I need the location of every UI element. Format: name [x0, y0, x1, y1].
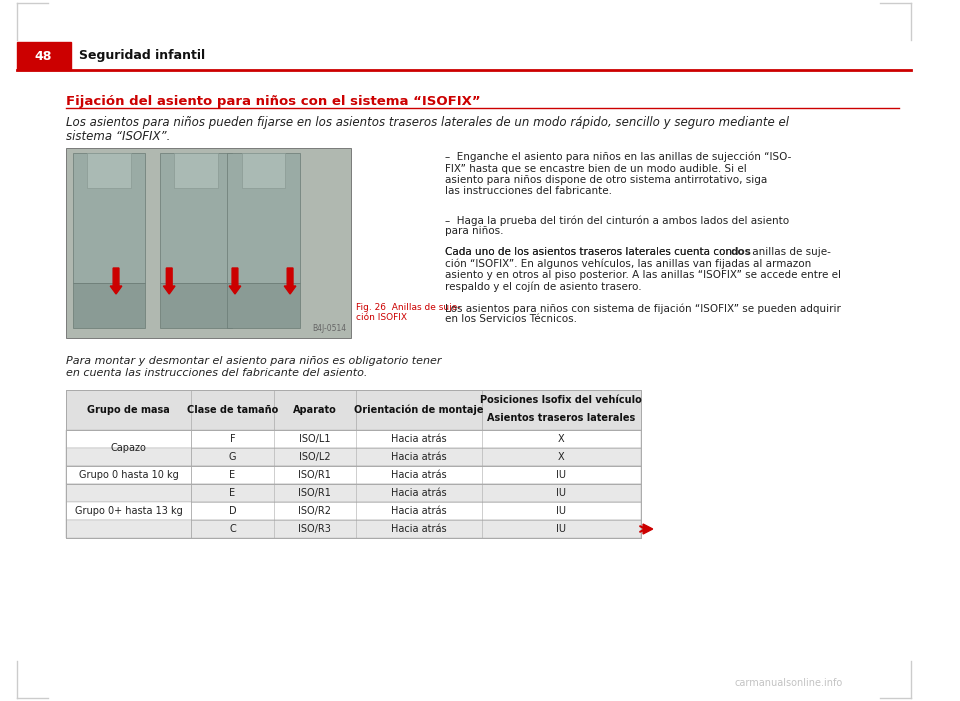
FancyArrow shape — [284, 268, 296, 294]
Text: IU: IU — [557, 524, 566, 534]
Text: Clase de tamaño: Clase de tamaño — [187, 405, 278, 415]
Text: las instrucciones del fabricante.: las instrucciones del fabricante. — [444, 186, 612, 196]
Text: Cada uno de los asientos traseros laterales cuenta con: Cada uno de los asientos traseros latera… — [444, 247, 735, 257]
Text: Orientación de montaje: Orientación de montaje — [354, 404, 484, 415]
Text: IU: IU — [557, 470, 566, 480]
Bar — [65, 430, 641, 448]
Text: Grupo de masa: Grupo de masa — [87, 405, 170, 415]
Bar — [159, 153, 232, 283]
Text: Hacia atrás: Hacia atrás — [391, 506, 446, 516]
Text: –  Enganche el asiento para niños en las anillas de sujección “ISO-: – Enganche el asiento para niños en las … — [444, 152, 791, 163]
Text: X: X — [558, 452, 564, 462]
Text: ISO/R1: ISO/R1 — [299, 488, 331, 498]
Text: Capazo: Capazo — [110, 443, 147, 453]
Text: ISO/L1: ISO/L1 — [299, 434, 330, 444]
Text: Seguridad infantil: Seguridad infantil — [80, 50, 205, 62]
Text: G: G — [228, 452, 236, 462]
Bar — [17, 42, 71, 70]
Text: Posiciones Isofix del vehículo: Posiciones Isofix del vehículo — [480, 395, 642, 405]
Bar — [65, 148, 351, 338]
Bar — [65, 390, 641, 430]
Bar — [73, 283, 145, 328]
Bar — [174, 153, 218, 188]
Text: 48: 48 — [35, 50, 52, 62]
Text: Hacia atrás: Hacia atrás — [391, 434, 446, 444]
Text: Fijación del asiento para niños con el sistema “ISOFIX”: Fijación del asiento para niños con el s… — [65, 95, 480, 108]
Text: Hacia atrás: Hacia atrás — [391, 524, 446, 534]
Text: ISO/R2: ISO/R2 — [299, 506, 331, 516]
Text: Los asientos para niños pueden fijarse en los asientos traseros laterales de un : Los asientos para niños pueden fijarse e… — [65, 116, 789, 129]
Bar — [65, 466, 641, 484]
FancyArrow shape — [163, 268, 175, 294]
Text: en los Servicios Técnicos.: en los Servicios Técnicos. — [444, 315, 577, 325]
Bar — [65, 520, 641, 538]
Text: ISO/R1: ISO/R1 — [299, 470, 331, 480]
Text: ISO/L2: ISO/L2 — [299, 452, 330, 462]
Text: Hacia atrás: Hacia atrás — [391, 470, 446, 480]
FancyArrow shape — [110, 268, 122, 294]
Text: Aparato: Aparato — [293, 405, 337, 415]
Text: D: D — [228, 506, 236, 516]
Text: en cuenta las instrucciones del fabricante del asiento.: en cuenta las instrucciones del fabrican… — [65, 368, 367, 378]
Text: Hacia atrás: Hacia atrás — [391, 488, 446, 498]
Bar — [65, 430, 641, 538]
Bar — [87, 153, 131, 188]
Text: FIX” hasta que se encastre bien de un modo audible. Si el: FIX” hasta que se encastre bien de un mo… — [444, 163, 747, 174]
Text: Fig. 26  Anillas de suje-
ción ISOFIX: Fig. 26 Anillas de suje- ción ISOFIX — [356, 303, 461, 322]
Bar — [65, 390, 641, 430]
Text: asiento y en otros al piso posterior. A las anillas “ISOFIX” se accede entre el: asiento y en otros al piso posterior. A … — [444, 270, 841, 280]
Text: E: E — [229, 488, 235, 498]
Bar — [228, 153, 300, 283]
Bar — [65, 448, 641, 466]
Text: Hacia atrás: Hacia atrás — [391, 452, 446, 462]
Polygon shape — [643, 524, 653, 534]
Text: respaldo y el cojín de asiento trasero.: respaldo y el cojín de asiento trasero. — [444, 282, 641, 292]
Bar — [73, 153, 145, 283]
Text: Grupo 0 hasta 10 kg: Grupo 0 hasta 10 kg — [79, 470, 179, 480]
Text: ISO/R3: ISO/R3 — [299, 524, 331, 534]
Text: Asientos traseros laterales: Asientos traseros laterales — [488, 413, 636, 423]
Bar — [159, 283, 232, 328]
Text: –  Haga la prueba del tirón del cinturón a ambos lados del asiento: – Haga la prueba del tirón del cinturón … — [444, 215, 789, 226]
Text: anillas de suje-: anillas de suje- — [750, 247, 831, 257]
Text: dos: dos — [730, 247, 751, 257]
Bar — [242, 153, 285, 188]
Bar — [228, 283, 300, 328]
Bar — [65, 484, 641, 502]
Text: C: C — [229, 524, 236, 534]
Text: E: E — [229, 470, 235, 480]
Text: F: F — [229, 434, 235, 444]
Text: Grupo 0+ hasta 13 kg: Grupo 0+ hasta 13 kg — [75, 506, 182, 516]
Bar — [65, 502, 641, 520]
Text: Los asientos para niños con sistema de fijación “ISOFIX” se pueden adquirir: Los asientos para niños con sistema de f… — [444, 303, 841, 313]
Text: IU: IU — [557, 506, 566, 516]
Text: X: X — [558, 434, 564, 444]
FancyArrow shape — [229, 268, 241, 294]
Text: IU: IU — [557, 488, 566, 498]
Text: sistema “ISOFIX”.: sistema “ISOFIX”. — [65, 130, 170, 143]
Text: Para montar y desmontar el asiento para niños es obligatorio tener: Para montar y desmontar el asiento para … — [65, 356, 442, 366]
Text: para niños.: para niños. — [444, 226, 503, 236]
Text: Cada uno de los asientos traseros laterales cuenta con: Cada uno de los asientos traseros latera… — [444, 247, 735, 257]
Text: B4J-0514: B4J-0514 — [312, 324, 347, 333]
Text: carmanualsonline.info: carmanualsonline.info — [735, 678, 843, 688]
Text: asiento para niños dispone de otro sistema antirrotativo, siga: asiento para niños dispone de otro siste… — [444, 175, 767, 185]
Text: ción “ISOFIX”. En algunos vehículos, las anillas van fijadas al armazon: ción “ISOFIX”. En algunos vehículos, las… — [444, 259, 811, 269]
